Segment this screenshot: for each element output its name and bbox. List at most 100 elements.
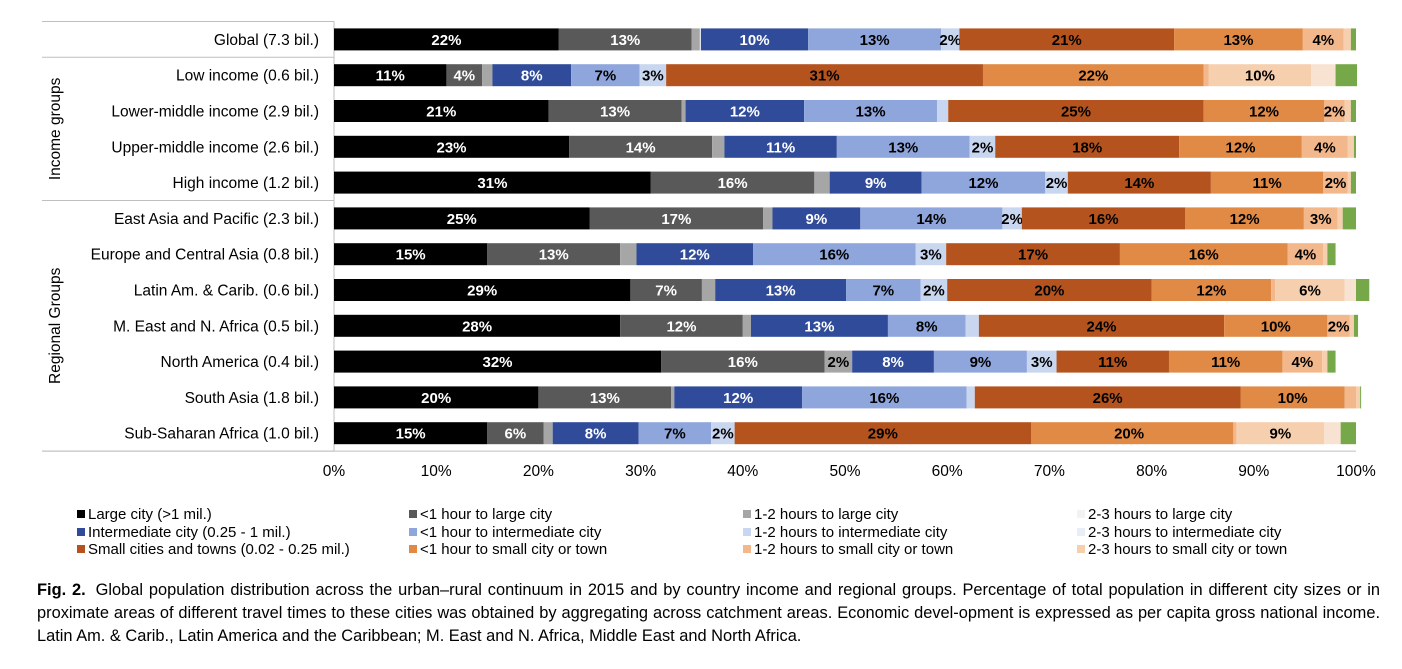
category-label: Europe and Central Asia (0.8 bil.) xyxy=(91,247,319,264)
bar-segment xyxy=(750,314,888,337)
data-label: 9% xyxy=(865,175,887,192)
data-label: 25% xyxy=(447,211,477,228)
bar-segment xyxy=(852,350,934,373)
legend-swatch xyxy=(409,510,417,518)
data-label: 31% xyxy=(810,68,840,85)
legend-item: <1 hour to intermediate city xyxy=(409,524,601,541)
data-label: 2% xyxy=(1324,104,1346,121)
bar-segment xyxy=(1344,279,1356,301)
bar-segment xyxy=(711,422,735,445)
legend-swatch xyxy=(1077,545,1085,553)
data-label: 2% xyxy=(712,426,734,443)
data-label: 16% xyxy=(1189,247,1219,264)
legend-swatch xyxy=(743,528,751,536)
bar-segment xyxy=(666,64,983,87)
x-tick-label: 90% xyxy=(1238,463,1269,480)
bar-segment xyxy=(1324,100,1345,122)
bar-segment xyxy=(1343,28,1351,51)
bar-segment xyxy=(334,279,631,301)
data-label: 22% xyxy=(1078,68,1108,85)
data-label: 9% xyxy=(1270,426,1292,443)
bar-segment xyxy=(1347,171,1351,194)
data-label: 22% xyxy=(431,32,461,49)
bar-segment xyxy=(1303,207,1338,230)
bar-segment xyxy=(334,386,539,409)
data-label: 4% xyxy=(1312,32,1334,49)
bar-segment xyxy=(1353,135,1356,158)
data-label: 9% xyxy=(806,211,828,228)
legend-label: 2-3 hours to intermediate city xyxy=(1088,524,1282,541)
data-label: 31% xyxy=(477,175,507,192)
legend-item: <1 hour to large city xyxy=(409,506,552,523)
data-label: 8% xyxy=(585,426,607,443)
x-tick-label: 100% xyxy=(1336,463,1376,480)
bar-segment xyxy=(558,28,692,51)
bar-segment xyxy=(887,314,966,337)
bar-segment xyxy=(1322,350,1328,373)
data-label: 13% xyxy=(590,390,620,407)
legend-swatch xyxy=(409,545,417,553)
data-label: 6% xyxy=(1299,283,1321,300)
data-label: 13% xyxy=(610,32,640,49)
data-label: 8% xyxy=(521,68,543,85)
legend-label: Large city (>1 mil.) xyxy=(88,506,212,523)
legend-item: 2-3 hours to intermediate city xyxy=(1077,524,1281,541)
bar-segment xyxy=(1350,171,1356,194)
bar-segment xyxy=(742,314,751,337)
bar-segment xyxy=(701,279,716,301)
legend-swatch xyxy=(77,545,85,553)
data-label: 11% xyxy=(1211,354,1240,371)
category-label: North America (0.4 bil.) xyxy=(161,354,320,371)
data-label: 2% xyxy=(1046,175,1068,192)
bar-segment xyxy=(1350,28,1356,51)
data-label: 11% xyxy=(766,139,795,156)
legend-item: 1-2 hours to intermediate city xyxy=(743,524,947,541)
bar-segment xyxy=(1356,279,1370,301)
bar-segment xyxy=(1347,135,1354,158)
legend-label: 1-2 hours to small city or town xyxy=(754,541,954,558)
bar-segment xyxy=(763,207,773,230)
legend-item: 2-3 hours to large city xyxy=(1077,506,1232,523)
bar-segment xyxy=(978,314,1225,337)
data-label: 9% xyxy=(970,354,992,371)
caption-text: Global population distribution across th… xyxy=(37,581,1380,645)
bar-segment xyxy=(446,64,483,87)
legend-swatch xyxy=(1077,528,1085,536)
data-label: 8% xyxy=(916,318,938,335)
bar-segment xyxy=(1045,171,1068,194)
figure-caption: Fig. 2. Global population distribution ac… xyxy=(37,579,1380,648)
bar-segment xyxy=(674,386,803,409)
bar-segment xyxy=(620,243,637,266)
bar-segment xyxy=(936,100,949,122)
data-label: 25% xyxy=(1061,104,1091,121)
bar-segment xyxy=(1233,422,1237,445)
bar-segment xyxy=(1236,422,1325,445)
data-label: 11% xyxy=(376,68,405,85)
x-tick-label: 30% xyxy=(625,463,656,480)
bar-segment xyxy=(1327,350,1336,373)
bar-segment xyxy=(650,171,815,194)
legend-swatch xyxy=(77,510,85,518)
data-label: 13% xyxy=(600,104,630,121)
data-label: 2% xyxy=(923,283,945,300)
bar-segment xyxy=(589,207,764,230)
data-label: 7% xyxy=(655,283,677,300)
category-label: M. East and N. Africa (0.5 bil.) xyxy=(113,318,319,335)
data-label: 16% xyxy=(1089,211,1119,228)
bar-segment xyxy=(1287,243,1324,266)
data-label: 7% xyxy=(664,426,686,443)
x-tick-label: 60% xyxy=(932,463,963,480)
bar-segment xyxy=(836,135,970,158)
bar-segment xyxy=(920,279,948,301)
legend-label: <1 hour to small city or town xyxy=(420,541,608,558)
bar-segment xyxy=(548,100,682,122)
data-label: 4% xyxy=(1292,354,1314,371)
data-label: 13% xyxy=(888,139,918,156)
bar-segment xyxy=(1344,100,1351,122)
bar-segment xyxy=(715,279,847,301)
data-label: 12% xyxy=(1249,104,1279,121)
legend-item: Large city (>1 mil.) xyxy=(77,506,212,523)
bar-segment xyxy=(959,28,1175,51)
bar-segment xyxy=(1323,243,1328,266)
bar-segment xyxy=(569,135,713,158)
